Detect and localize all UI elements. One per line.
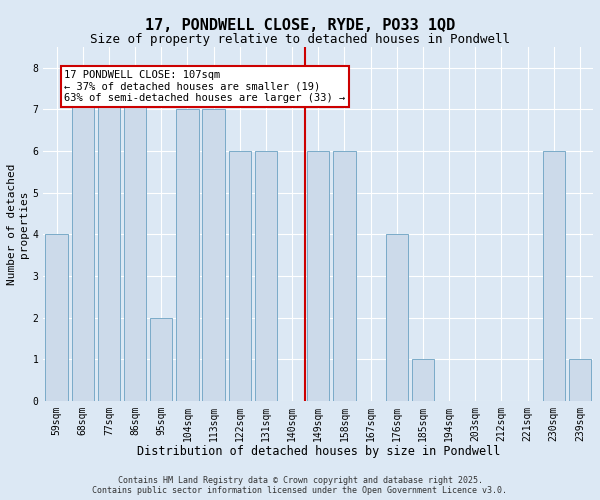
Text: Size of property relative to detached houses in Pondwell: Size of property relative to detached ho… — [90, 32, 510, 46]
X-axis label: Distribution of detached houses by size in Pondwell: Distribution of detached houses by size … — [137, 445, 500, 458]
Bar — [386, 234, 408, 401]
Bar — [150, 318, 172, 401]
Bar — [542, 151, 565, 401]
Y-axis label: Number of detached
properties: Number of detached properties — [7, 163, 29, 284]
Bar — [176, 110, 199, 401]
Bar — [71, 68, 94, 401]
Bar — [412, 359, 434, 401]
Bar — [255, 151, 277, 401]
Bar — [46, 234, 68, 401]
Bar — [98, 68, 120, 401]
Bar — [124, 68, 146, 401]
Text: 17 PONDWELL CLOSE: 107sqm
← 37% of detached houses are smaller (19)
63% of semi-: 17 PONDWELL CLOSE: 107sqm ← 37% of detac… — [64, 70, 346, 103]
Bar — [569, 359, 591, 401]
Bar — [334, 151, 356, 401]
Bar — [202, 110, 224, 401]
Bar — [229, 151, 251, 401]
Text: Contains HM Land Registry data © Crown copyright and database right 2025.
Contai: Contains HM Land Registry data © Crown c… — [92, 476, 508, 495]
Bar — [307, 151, 329, 401]
Text: 17, PONDWELL CLOSE, RYDE, PO33 1QD: 17, PONDWELL CLOSE, RYDE, PO33 1QD — [145, 18, 455, 32]
